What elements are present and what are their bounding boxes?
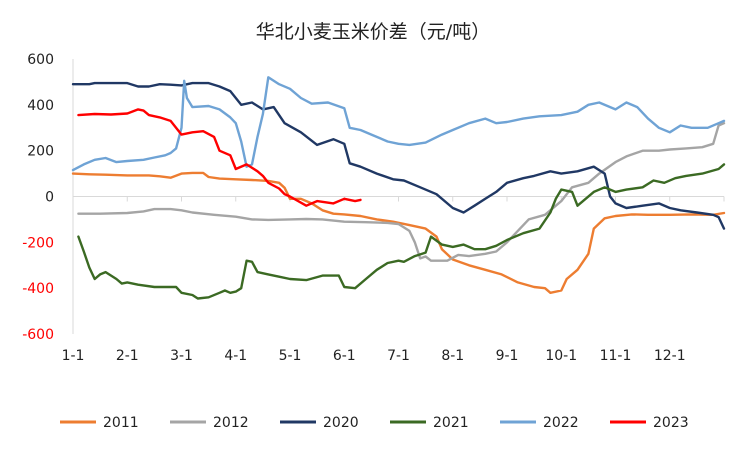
- legend-label-2012: 2012: [213, 415, 249, 431]
- y-tick-label: 400: [27, 98, 54, 114]
- x-tick-label: 2-1: [116, 348, 139, 364]
- x-tick-label: 12-1: [654, 348, 686, 364]
- series-line-2021: [77, 163, 726, 300]
- legend-label-2020: 2020: [323, 415, 359, 431]
- x-tick-label: 1-1: [62, 348, 85, 364]
- x-tick-label: 5-1: [279, 348, 302, 364]
- x-tick-label: 4-1: [224, 348, 247, 364]
- x-tick-label: 3-1: [170, 348, 193, 364]
- x-tick-label: 10-1: [545, 348, 577, 364]
- series-line-2020: [71, 81, 726, 230]
- legend-label-2023: 2023: [653, 415, 689, 431]
- y-tick-label: 200: [27, 144, 54, 160]
- y-tick-label: 600: [27, 52, 54, 68]
- series-line-2023: [77, 108, 362, 207]
- y-tick-label: -600: [22, 327, 54, 343]
- legend-label-2021: 2021: [433, 415, 469, 431]
- series-lines: [71, 76, 726, 300]
- series-line-2022: [71, 76, 726, 172]
- y-tick-label: -200: [22, 235, 54, 251]
- y-tick-label: 0: [45, 190, 54, 206]
- y-tick-label: -400: [22, 281, 54, 297]
- x-tick-label: 6-1: [333, 348, 356, 364]
- legend: 2011 2012 2020 2021 2022 2023: [60, 415, 689, 431]
- y-axis-labels: 600 400 200 0 -200 -400 -600: [22, 52, 54, 343]
- legend-label-2022: 2022: [543, 415, 579, 431]
- x-axis: 1-1 2-1 3-1 4-1 5-1 6-1 7-1 8-1 9-1 10-1 11-1 12-1: [62, 59, 725, 364]
- x-tick-label: 8-1: [441, 348, 464, 364]
- chart-title: 华北小麦玉米价差（元/吨）: [256, 21, 490, 43]
- x-tick-label: 9-1: [496, 348, 519, 364]
- legend-label-2011: 2011: [103, 415, 139, 431]
- x-tick-label: 7-1: [387, 348, 410, 364]
- series-line-2011: [71, 171, 726, 294]
- x-tick-label: 11-1: [600, 348, 632, 364]
- series-line-2012: [77, 122, 726, 262]
